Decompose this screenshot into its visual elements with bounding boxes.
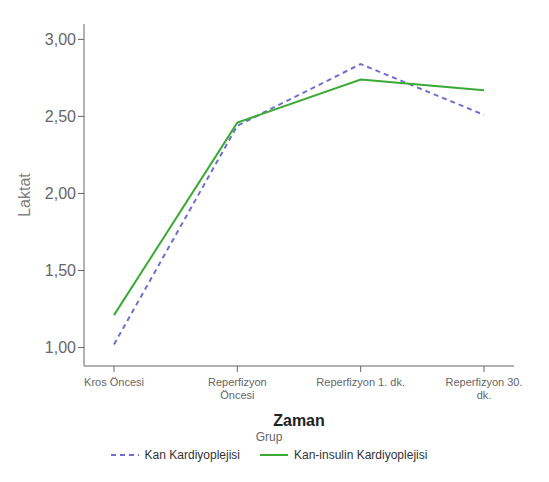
- svg-text:Kros Öncesi: Kros Öncesi: [84, 376, 144, 388]
- svg-text:2,00: 2,00: [45, 185, 76, 202]
- html-text:Grup: Grup: [255, 430, 283, 444]
- html-text:Kan Kardiyoplejisi: Kan Kardiyoplejisi: [144, 448, 240, 462]
- svg-text:Reperfizyon 1. dk.: Reperfizyon 1. dk.: [316, 376, 405, 388]
- svg-text:Zaman: Zaman: [273, 412, 325, 429]
- svg-text:Reperfizyon 30.dk.: Reperfizyon 30.dk.: [445, 376, 522, 401]
- svg-text:2,50: 2,50: [45, 108, 76, 125]
- svg-text:ReperfizyonÖncesi: ReperfizyonÖncesi: [208, 376, 267, 401]
- svg-text:Laktat: Laktat: [16, 173, 33, 217]
- svg-text:3,00: 3,00: [45, 31, 76, 48]
- svg-text:1,00: 1,00: [45, 339, 76, 356]
- html-text:Kan-insulin Kardiyoplejisi: Kan-insulin Kardiyoplejisi: [294, 448, 428, 462]
- svg-text:1,50: 1,50: [45, 262, 76, 279]
